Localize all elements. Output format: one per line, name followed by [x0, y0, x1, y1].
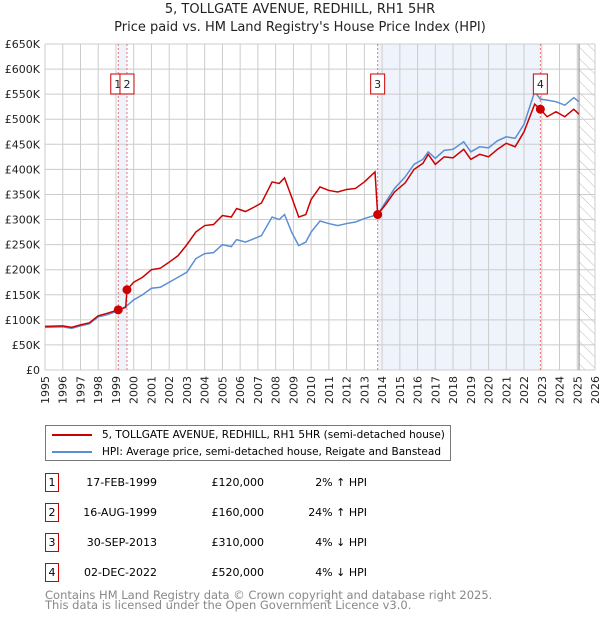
table-row: 4 02-DEC-2022 £520,000 4% ↓ HPI [0, 563, 600, 583]
legend-swatch-red [52, 434, 92, 436]
hpi-line [44, 90, 580, 330]
sale-label: 2 [123, 78, 130, 91]
transaction-hpi: 24% ↑ HPI [308, 506, 367, 519]
x-tick-label: 2012 [341, 376, 354, 404]
y-tick-label: £400K [5, 163, 41, 176]
y-tick-label: £600K [5, 63, 41, 76]
sale-label: 4 [537, 78, 544, 91]
x-tick-label: 2018 [447, 376, 460, 404]
transaction-hpi: 4% ↓ HPI [315, 566, 367, 579]
forecast-hatch [579, 44, 595, 370]
y-tick-label: £50K [12, 339, 41, 352]
shaded-range [377, 44, 541, 370]
x-tick-label: 2020 [483, 376, 496, 404]
x-tick-label: 2000 [128, 376, 141, 404]
transaction-num: 4 [45, 563, 59, 582]
sale-label-box [370, 73, 386, 95]
legend-item-hpi: HPI: Average price, semi-detached house,… [52, 444, 441, 460]
sale-label-box [532, 73, 548, 95]
x-tick-label: 2002 [163, 376, 176, 404]
x-tick-label: 2022 [518, 376, 531, 404]
y-tick-label: £450K [5, 138, 41, 151]
sale-point [122, 285, 132, 295]
y-tick-label: £200K [5, 264, 41, 277]
transaction-hpi: 4% ↓ HPI [315, 536, 367, 549]
y-tick-label: £550K [5, 88, 41, 101]
x-tick-label: 2009 [287, 376, 300, 404]
x-tick-label: 1998 [92, 376, 105, 404]
transaction-price: £310,000 [211, 536, 265, 549]
sale-point [113, 305, 123, 315]
transaction-price: £160,000 [211, 506, 265, 519]
x-tick-label: 2010 [305, 376, 318, 404]
shaded-range [118, 44, 127, 370]
y-tick-label: £300K [5, 214, 41, 227]
table-row: 3 30-SEP-2013 £310,000 4% ↓ HPI [0, 533, 600, 553]
transaction-date: 30-SEP-2013 [86, 536, 157, 549]
x-tick-label: 2005 [216, 376, 229, 404]
x-tick-label: 2006 [234, 376, 247, 404]
footer-licence: This data is licensed under the Open Gov… [45, 598, 412, 612]
x-tick-label: 2015 [394, 376, 407, 404]
x-tick-label: 2007 [252, 376, 265, 404]
legend: 5, TOLLGATE AVENUE, REDHILL, RH1 5HR (se… [45, 425, 451, 461]
x-tick-label: 2014 [376, 376, 389, 404]
x-tick-label: 1995 [39, 376, 52, 404]
chart-subtitle: Price paid vs. HM Land Registry's House … [114, 20, 486, 35]
x-tick-label: 2024 [554, 376, 567, 404]
transaction-num: 1 [45, 473, 59, 492]
transaction-date: 17-FEB-1999 [86, 476, 157, 489]
y-tick-label: £350K [5, 188, 41, 201]
x-tick-label: 2013 [358, 376, 371, 404]
property-price-line [44, 102, 580, 329]
legend-label: 5, TOLLGATE AVENUE, REDHILL, RH1 5HR (se… [102, 429, 445, 441]
transaction-date: 02-DEC-2022 [83, 566, 157, 579]
x-tick-label: 2021 [500, 376, 513, 404]
legend-swatch-blue [52, 451, 92, 453]
chart-title: 5, TOLLGATE AVENUE, REDHILL, RH1 5HR [164, 2, 436, 17]
footer-copyright: Contains HM Land Registry data © Crown c… [45, 588, 493, 602]
x-tick-label: 2026 [589, 376, 600, 404]
sale-label: 1 [114, 78, 121, 91]
x-tick-label: 2019 [465, 376, 478, 404]
sale-label: 3 [374, 78, 381, 91]
transaction-date: 16-AUG-1999 [83, 506, 157, 519]
transaction-num: 3 [45, 533, 59, 552]
x-tick-label: 2011 [323, 376, 336, 404]
y-tick-label: £250K [5, 239, 41, 252]
table-row: 2 16-AUG-1999 £160,000 24% ↑ HPI [0, 503, 600, 523]
legend-label: HPI: Average price, semi-detached house,… [102, 446, 441, 458]
x-tick-label: 1999 [110, 376, 123, 404]
transaction-num: 2 [45, 503, 59, 522]
price-chart: 1995 1996 1997 1998 1999 2000 2001 2002 2003 2004… [5, 38, 600, 404]
x-tick-label: 2008 [270, 376, 283, 404]
transaction-hpi: 2% ↑ HPI [315, 476, 367, 489]
x-tick-label: 2016 [412, 376, 425, 404]
x-tick-label: 1996 [57, 376, 70, 404]
y-tick-label: £500K [5, 113, 41, 126]
x-tick-label: 2025 [571, 376, 584, 404]
x-tick-label: 2003 [181, 376, 194, 404]
y-tick-label: £650K [5, 38, 41, 51]
sale-label-box [119, 73, 135, 95]
x-tick-label: 2023 [536, 376, 549, 404]
x-tick-label: 2004 [199, 376, 212, 404]
transaction-price: £120,000 [211, 476, 265, 489]
table-row: 1 17-FEB-1999 £120,000 2% ↑ HPI [0, 473, 600, 493]
y-tick-label: £0 [26, 364, 40, 377]
sale-point [373, 210, 383, 220]
sale-point [535, 104, 545, 114]
legend-item-property: 5, TOLLGATE AVENUE, REDHILL, RH1 5HR (se… [52, 427, 445, 443]
transaction-price: £520,000 [211, 566, 265, 579]
y-tick-label: £150K [5, 289, 41, 302]
x-tick-label: 2017 [429, 376, 442, 404]
x-tick-label: 1997 [74, 376, 87, 404]
y-tick-label: £100K [5, 314, 41, 327]
x-tick-label: 2001 [145, 376, 158, 404]
